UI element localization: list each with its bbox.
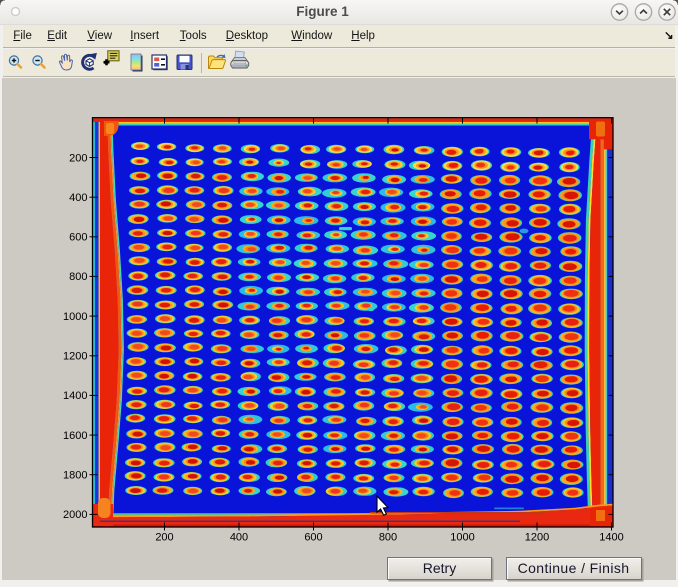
svg-text:1000: 1000: [63, 311, 87, 323]
svg-text:600: 600: [304, 532, 322, 544]
svg-text:200: 200: [69, 152, 87, 164]
svg-text:1800: 1800: [63, 470, 87, 482]
svg-text:600: 600: [69, 232, 87, 244]
svg-text:800: 800: [379, 532, 397, 544]
svg-text:400: 400: [230, 532, 248, 544]
svg-text:1200: 1200: [525, 532, 549, 544]
svg-text:1000: 1000: [450, 532, 474, 544]
svg-text:2000: 2000: [63, 509, 87, 521]
svg-text:800: 800: [69, 271, 87, 283]
svg-text:1600: 1600: [63, 430, 87, 442]
svg-text:200: 200: [155, 532, 173, 544]
svg-text:400: 400: [69, 192, 87, 204]
svg-text:1400: 1400: [599, 532, 623, 544]
svg-text:1200: 1200: [63, 351, 87, 363]
svg-text:1400: 1400: [63, 390, 87, 402]
